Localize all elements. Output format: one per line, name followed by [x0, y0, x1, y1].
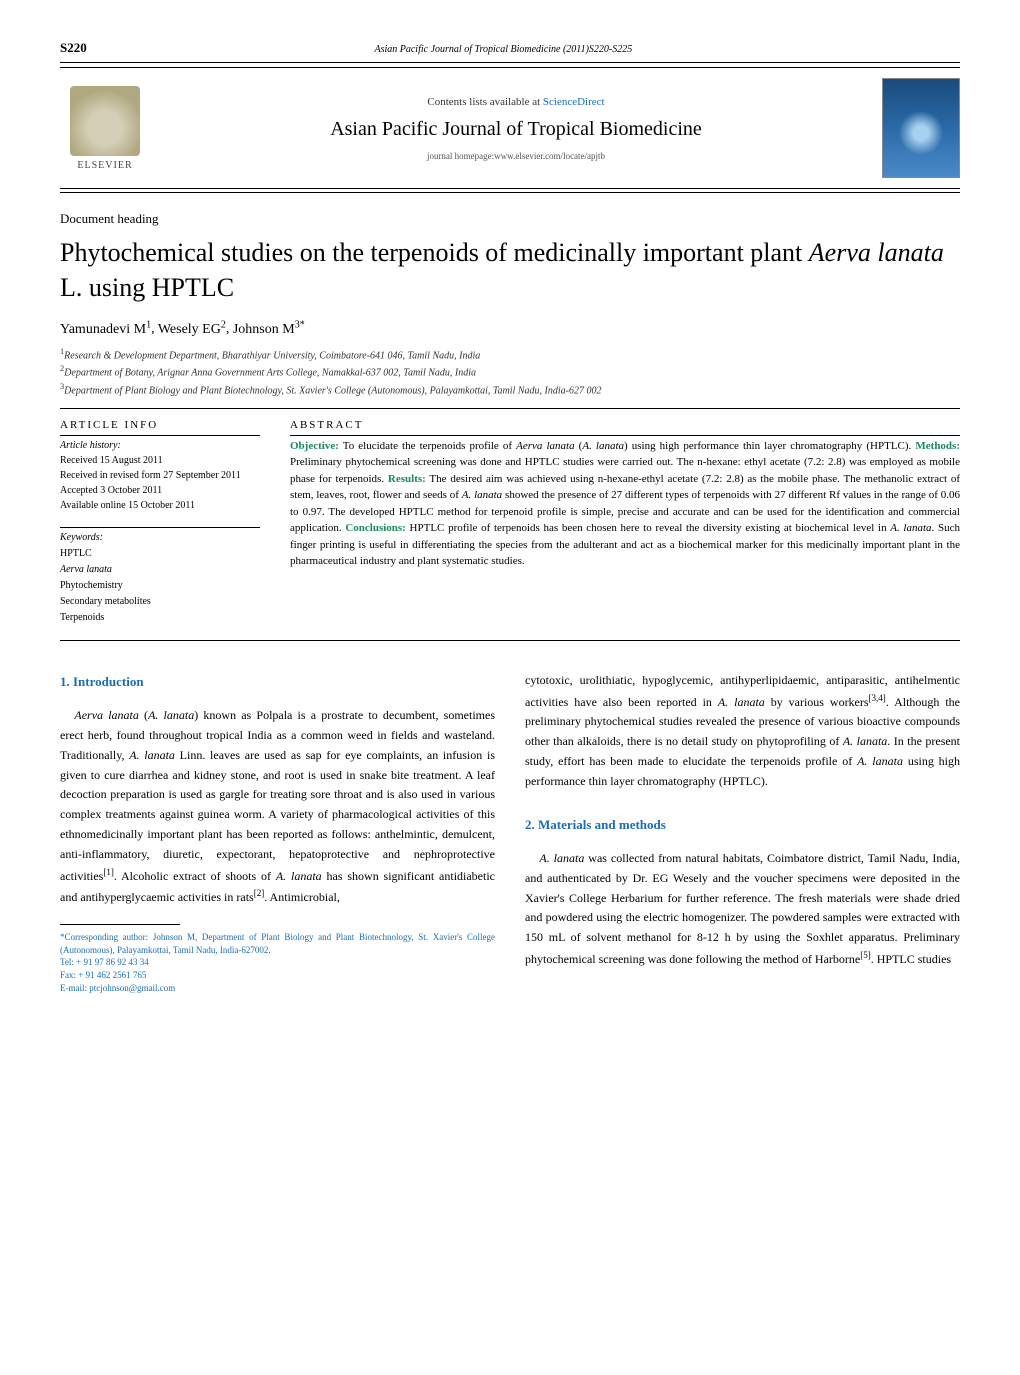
footnote-corr: *Corresponding author: Johnson M, Depart… — [60, 931, 495, 956]
abstract-text: Objective: To elucidate the terpenoids p… — [290, 438, 960, 570]
article-info-column: ARTICLE INFO Article history: Received 1… — [60, 419, 260, 626]
keyword-3: Phytochemistry — [60, 578, 260, 594]
history-accepted: Accepted 3 October 2011 — [60, 483, 260, 498]
ref-1[interactable]: [1] — [103, 867, 114, 877]
masthead-center: Contents lists available at ScienceDirec… — [170, 96, 862, 161]
history-received: Received 15 August 2011 — [60, 453, 260, 468]
abstract-conclusions-kw: Conclusions: — [345, 522, 406, 534]
abstract-column: ABSTRACT Objective: To elucidate the ter… — [290, 419, 960, 626]
elsevier-text: ELSEVIER — [77, 160, 132, 171]
affiliation-2: 2Department of Botany, Arignar Anna Gove… — [60, 363, 960, 380]
footnote-email: E-mail: ptcjohnson@gmail.com — [60, 982, 495, 995]
body-column-left: 1. Introduction Aerva lanata (A. lanata)… — [60, 671, 495, 994]
intro-paragraph-1: Aerva lanata (A. lanata) known as Polpal… — [60, 706, 495, 908]
info-abstract-block: ARTICLE INFO Article history: Received 1… — [60, 419, 960, 626]
title-pre: Phytochemical studies on the terpenoids … — [60, 238, 809, 267]
article-history: Article history: Received 15 August 2011… — [60, 438, 260, 513]
keyword-2: Aerva lanata — [60, 562, 260, 578]
page: S220 Asian Pacific Journal of Tropical B… — [0, 0, 1020, 1034]
affiliations: 1Research & Development Department, Bhar… — [60, 346, 960, 398]
keyword-1: HPTLC — [60, 546, 260, 562]
footnote-fax: Fax: + 91 462 2561 765 — [60, 969, 495, 982]
materials-methods-heading: 2. Materials and methods — [525, 814, 960, 835]
elsevier-logo: ELSEVIER — [60, 78, 150, 178]
title-post: L. using HPTLC — [60, 273, 234, 302]
introduction-heading: 1. Introduction — [60, 671, 495, 692]
body-columns: 1. Introduction Aerva lanata (A. lanata)… — [60, 671, 960, 994]
mm-paragraph-1: A. lanata was collected from natural hab… — [525, 849, 960, 970]
article-info-heading: ARTICLE INFO — [60, 419, 260, 431]
footnote-separator — [60, 924, 180, 925]
intro-paragraph-2: cytotoxic, urolithiatic, hypoglycemic, a… — [525, 671, 960, 792]
footnote-tel: Tel: + 91 97 86 92 43 34 — [60, 956, 495, 969]
sciencedirect-link[interactable]: ScienceDirect — [543, 96, 605, 108]
affiliation-1: 1Research & Development Department, Bhar… — [60, 346, 960, 363]
article-title: Phytochemical studies on the terpenoids … — [60, 235, 960, 305]
ref-2[interactable]: [2] — [254, 888, 265, 898]
keyword-4: Secondary metabolites — [60, 594, 260, 610]
author-3: Johnson M3* — [233, 322, 305, 337]
affiliation-3: 3Department of Plant Biology and Plant B… — [60, 381, 960, 398]
abstract-heading: ABSTRACT — [290, 419, 960, 431]
author-2: Wesely EG2 — [158, 322, 226, 337]
elsevier-tree-icon — [70, 86, 140, 156]
journal-cover-thumbnail — [882, 78, 960, 178]
journal-reference: Asian Pacific Journal of Tropical Biomed… — [374, 44, 632, 55]
document-heading: Document heading — [60, 211, 960, 227]
history-label: Article history: — [60, 438, 260, 453]
running-header: S220 Asian Pacific Journal of Tropical B… — [60, 40, 960, 60]
title-species: Aerva lanata — [809, 238, 944, 267]
abstract-methods-kw: Methods: — [915, 440, 960, 452]
corresponding-author-footnote: *Corresponding author: Johnson M, Depart… — [60, 931, 495, 994]
journal-name: Asian Pacific Journal of Tropical Biomed… — [170, 118, 862, 141]
keywords-label: Keywords: — [60, 530, 260, 546]
author-1: Yamunadevi M1 — [60, 322, 151, 337]
journal-homepage: journal homepage:www.elsevier.com/locate… — [170, 151, 862, 161]
keyword-5: Terpenoids — [60, 610, 260, 626]
history-revised: Received in revised form 27 September 20… — [60, 468, 260, 483]
contents-prefix: Contents lists available at — [427, 96, 542, 108]
abstract-objective-kw: Objective: — [290, 440, 339, 452]
abstract-results-kw: Results: — [388, 473, 426, 485]
contents-line: Contents lists available at ScienceDirec… — [170, 96, 862, 108]
history-online: Available online 15 October 2011 — [60, 498, 260, 513]
keywords-block: Keywords: HPTLC Aerva lanata Phytochemis… — [60, 530, 260, 626]
masthead: ELSEVIER Contents lists available at Sci… — [60, 78, 960, 178]
ref-5[interactable]: [5] — [860, 950, 871, 960]
ref-3-4[interactable]: [3,4] — [869, 693, 886, 703]
authors: Yamunadevi M1, Wesely EG2, Johnson M3* — [60, 319, 960, 338]
page-number: S220 — [60, 40, 87, 56]
body-column-right: cytotoxic, urolithiatic, hypoglycemic, a… — [525, 671, 960, 994]
